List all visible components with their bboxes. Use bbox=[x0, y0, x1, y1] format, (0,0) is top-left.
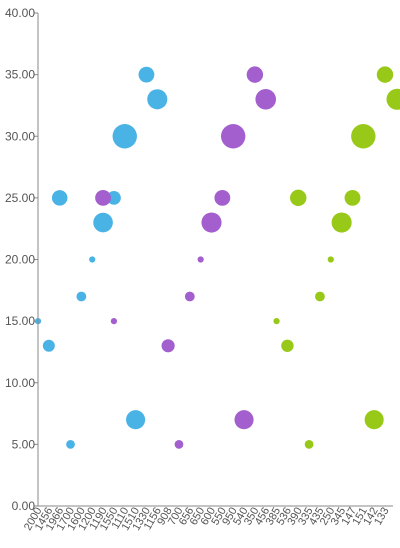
bubble-series bbox=[34, 66, 400, 449]
bubble-point[interactable] bbox=[76, 291, 87, 302]
y-tick-label: 5.00 bbox=[12, 437, 36, 451]
bubble-point[interactable] bbox=[89, 256, 96, 263]
y-tick-label: 25.00 bbox=[5, 191, 35, 205]
bubble-point[interactable] bbox=[220, 124, 246, 149]
bubble-point[interactable] bbox=[42, 339, 55, 352]
bubble-point[interactable] bbox=[234, 410, 254, 430]
bubble-point[interactable] bbox=[351, 124, 376, 149]
bubble-point[interactable] bbox=[331, 212, 352, 233]
bubble-point[interactable] bbox=[161, 339, 175, 353]
y-tick-label: 30.00 bbox=[5, 129, 35, 143]
bubble-point[interactable] bbox=[304, 439, 314, 449]
bubble-point[interactable] bbox=[95, 189, 111, 206]
y-tick-label: 10.00 bbox=[5, 376, 35, 390]
bubble-point[interactable] bbox=[214, 189, 231, 206]
y-tick-label: 35.00 bbox=[5, 68, 35, 82]
bubble-point[interactable] bbox=[201, 212, 222, 233]
bubble-point[interactable] bbox=[273, 318, 280, 325]
bubble-point[interactable] bbox=[174, 439, 184, 449]
bubble-point[interactable] bbox=[110, 318, 118, 325]
bubble-point[interactable] bbox=[386, 88, 400, 110]
bubble-point[interactable] bbox=[344, 189, 361, 206]
x-axis-ticks: 2000145619661700160012001190155011101510… bbox=[22, 506, 392, 533]
bubble-point[interactable] bbox=[197, 256, 204, 263]
bubble-point[interactable] bbox=[290, 189, 307, 207]
bubble-point[interactable] bbox=[106, 190, 121, 205]
bubble-point[interactable] bbox=[126, 410, 146, 430]
bubble-point[interactable] bbox=[112, 124, 137, 149]
y-axis-ticks: 0.00 5.00 10.00 15.00 20.00 25.00 30.00 35.00 40… bbox=[5, 6, 38, 513]
y-tick-label: 0.00 bbox=[12, 499, 36, 513]
y-tick-label: 20.00 bbox=[5, 253, 35, 267]
bubble-point[interactable] bbox=[66, 439, 75, 449]
y-tick-label: 40.00 bbox=[5, 6, 35, 20]
bubble-point[interactable] bbox=[364, 410, 384, 430]
bubble-point[interactable] bbox=[184, 291, 195, 302]
bubble-point[interactable] bbox=[51, 190, 68, 206]
bubble-point[interactable] bbox=[376, 66, 394, 83]
bubble-point[interactable] bbox=[255, 88, 277, 110]
bubble-point[interactable] bbox=[147, 89, 168, 110]
bubble-point[interactable] bbox=[93, 212, 113, 233]
bubble-point[interactable] bbox=[315, 291, 325, 302]
y-tick-label: 15.00 bbox=[5, 314, 35, 328]
bubble-point[interactable] bbox=[246, 66, 264, 83]
bubble-point[interactable] bbox=[281, 339, 294, 352]
bubble-point[interactable] bbox=[327, 256, 334, 263]
bubble-point[interactable] bbox=[138, 66, 155, 83]
